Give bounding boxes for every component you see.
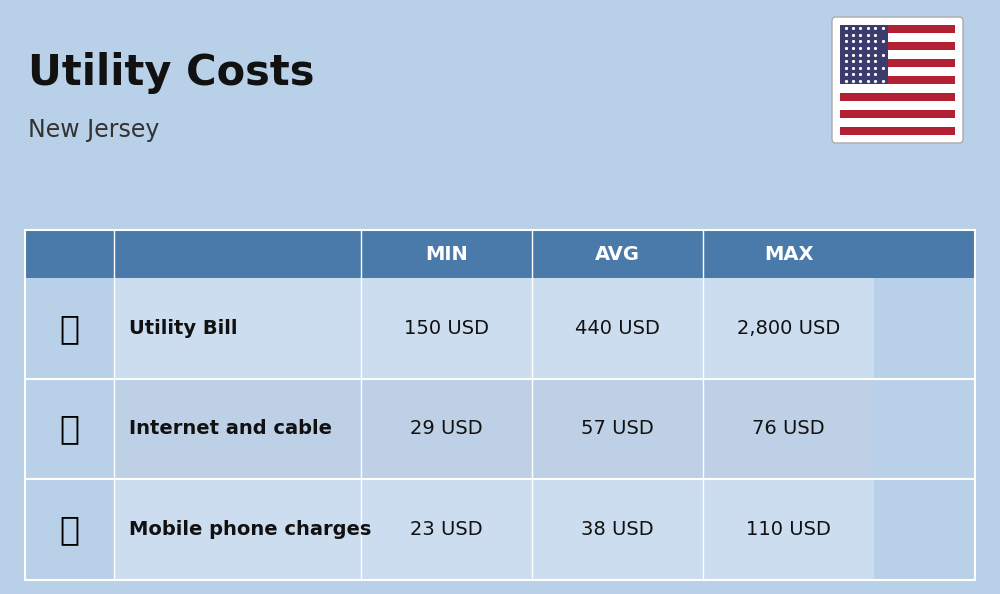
FancyBboxPatch shape: [832, 17, 963, 143]
Bar: [840, 59, 955, 67]
Bar: [840, 84, 955, 93]
Text: 150 USD: 150 USD: [404, 319, 489, 338]
Bar: [840, 118, 955, 127]
Text: Utility Bill: Utility Bill: [129, 319, 238, 338]
Text: New Jersey: New Jersey: [28, 118, 159, 142]
Bar: [114, 479, 361, 580]
Text: 38 USD: 38 USD: [581, 520, 654, 539]
Text: MIN: MIN: [425, 245, 468, 264]
Text: MAX: MAX: [764, 245, 814, 264]
Bar: [840, 50, 955, 59]
Bar: [25, 479, 114, 580]
Bar: [840, 33, 955, 42]
Bar: [532, 278, 703, 378]
Bar: [114, 378, 361, 479]
Bar: [840, 42, 955, 50]
Bar: [840, 25, 955, 33]
Bar: [840, 93, 955, 101]
Text: 440 USD: 440 USD: [575, 319, 660, 338]
Bar: [361, 278, 532, 378]
Text: 76 USD: 76 USD: [752, 419, 825, 438]
Bar: [703, 278, 874, 378]
Bar: [25, 378, 114, 479]
Bar: [840, 127, 955, 135]
Text: Mobile phone charges: Mobile phone charges: [129, 520, 372, 539]
Bar: [114, 278, 361, 378]
Text: 29 USD: 29 USD: [410, 419, 483, 438]
Bar: [532, 479, 703, 580]
Bar: [703, 378, 874, 479]
Text: 57 USD: 57 USD: [581, 419, 654, 438]
Bar: [361, 378, 532, 479]
Bar: [25, 230, 975, 278]
Text: Utility Costs: Utility Costs: [28, 52, 314, 94]
Bar: [840, 110, 955, 118]
Text: 📱: 📱: [60, 513, 80, 546]
Bar: [840, 101, 955, 110]
Bar: [25, 278, 114, 378]
Bar: [840, 25, 888, 84]
Bar: [532, 378, 703, 479]
Text: AVG: AVG: [595, 245, 640, 264]
Text: 23 USD: 23 USD: [410, 520, 483, 539]
Text: 📡: 📡: [60, 412, 80, 446]
Bar: [361, 479, 532, 580]
Bar: [840, 67, 955, 76]
Bar: [703, 479, 874, 580]
Text: Internet and cable: Internet and cable: [129, 419, 332, 438]
Text: 🔧: 🔧: [60, 312, 80, 345]
Text: 2,800 USD: 2,800 USD: [737, 319, 840, 338]
Text: 110 USD: 110 USD: [746, 520, 831, 539]
Bar: [840, 76, 955, 84]
